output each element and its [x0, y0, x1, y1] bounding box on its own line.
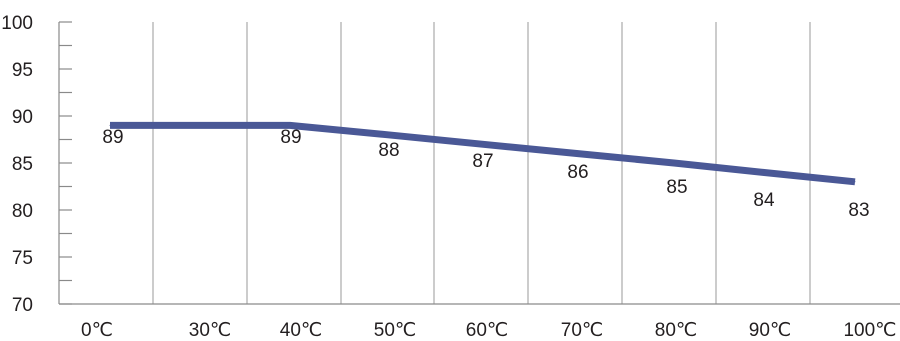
data-point — [577, 153, 579, 155]
data-label: 83 — [848, 200, 869, 221]
data-label: 89 — [280, 127, 301, 148]
y-tick-label: 90 — [12, 107, 33, 128]
y-tick-label: 95 — [12, 60, 33, 81]
x-tick-label: 80℃ — [655, 320, 697, 341]
y-tick-label: 85 — [12, 154, 33, 175]
y-tick-label: 100 — [1, 13, 33, 34]
x-tick-label: 90℃ — [749, 320, 791, 341]
x-tick-label: 100℃ — [843, 320, 896, 341]
data-point — [289, 124, 291, 126]
x-tick-label: 70℃ — [561, 320, 603, 341]
data-point — [762, 171, 764, 173]
data-point — [854, 181, 856, 183]
x-tick-label: 30℃ — [189, 320, 231, 341]
data-label: 85 — [666, 177, 687, 198]
data-label: 87 — [472, 151, 493, 172]
data-point — [387, 134, 389, 136]
x-axis-ticks: 0℃ 30℃ 40℃ 50℃ 60℃ 70℃ 80℃ 90℃ 100℃ — [81, 320, 896, 341]
series-line-group — [109, 121, 856, 186]
x-tick-label: 60℃ — [466, 320, 508, 341]
data-label: 88 — [378, 140, 399, 161]
data-point — [673, 162, 675, 164]
y-tick-label: 75 — [12, 248, 33, 269]
x-tick-label: 50℃ — [374, 320, 416, 341]
data-point — [481, 143, 483, 145]
y-tick-label: 80 — [12, 201, 33, 222]
series-line — [110, 121, 856, 186]
y-tick-label: 70 — [12, 295, 33, 316]
data-label: 89 — [102, 127, 123, 148]
x-tick-label: 40℃ — [280, 320, 322, 341]
y-axis-ticks: 100 95 90 85 80 75 70 — [1, 13, 72, 316]
data-labels: 89 89 88 87 86 85 84 83 — [102, 127, 869, 221]
data-label: 84 — [753, 190, 775, 211]
x-tick-label: 0℃ — [81, 320, 113, 341]
data-label: 86 — [567, 162, 588, 183]
data-point — [109, 124, 111, 126]
vertical-gridlines — [152, 22, 811, 304]
